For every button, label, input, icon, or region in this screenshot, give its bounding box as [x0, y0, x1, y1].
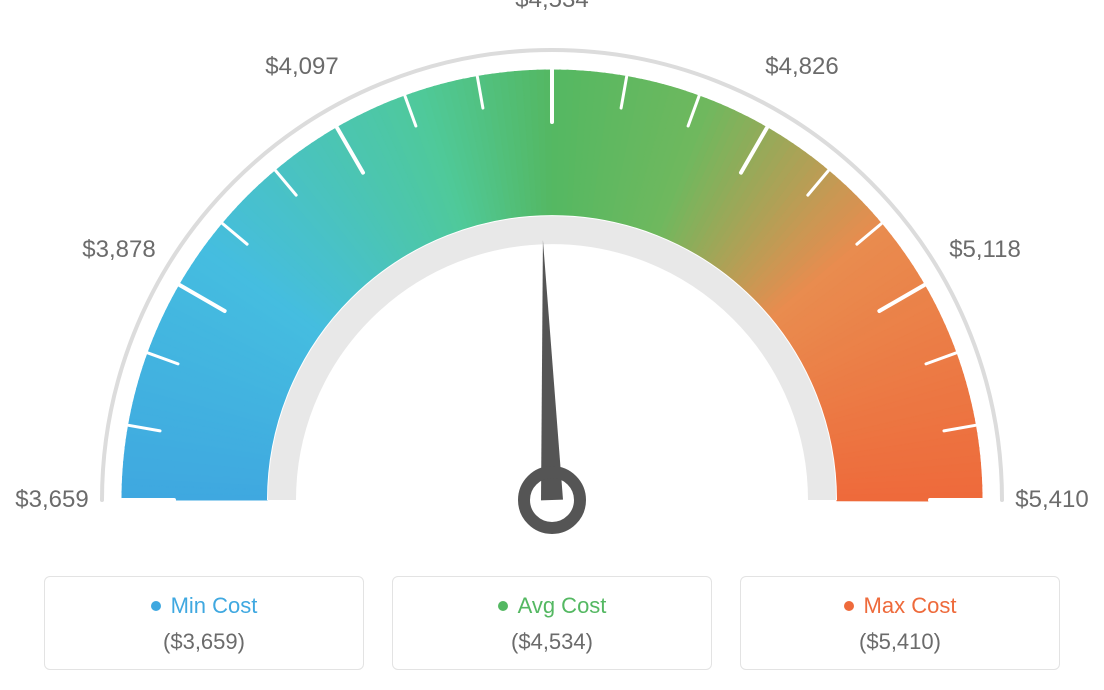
legend-row: Min Cost ($3,659) Avg Cost ($4,534) Max … [0, 576, 1104, 670]
gauge-tick-label: $5,410 [1015, 486, 1088, 514]
legend-title-max: Max Cost [844, 593, 957, 619]
legend-card-min: Min Cost ($3,659) [44, 576, 364, 670]
dot-icon [498, 601, 508, 611]
legend-card-max: Max Cost ($5,410) [740, 576, 1060, 670]
legend-value: ($4,534) [403, 629, 701, 655]
gauge-tick-label: $4,826 [765, 53, 838, 81]
legend-title-avg: Avg Cost [498, 593, 607, 619]
legend-value: ($3,659) [55, 629, 353, 655]
legend-label: Avg Cost [518, 593, 607, 619]
gauge-chart: $3,659 $3,878 $4,097 $4,534 $4,826 $5,118 $5,4… [0, 0, 1104, 560]
gauge-tick-label: $4,097 [265, 53, 338, 81]
legend-label: Min Cost [171, 593, 258, 619]
gauge-tick-label: $3,659 [15, 486, 88, 514]
gauge-tick-label: $3,878 [82, 236, 155, 264]
gauge-svg [0, 0, 1104, 560]
gauge-tick-label: $5,118 [949, 236, 1021, 264]
legend-value: ($5,410) [751, 629, 1049, 655]
dot-icon [844, 601, 854, 611]
dot-icon [151, 601, 161, 611]
legend-card-avg: Avg Cost ($4,534) [392, 576, 712, 670]
legend-title-min: Min Cost [151, 593, 258, 619]
gauge-tick-label: $4,534 [515, 0, 588, 14]
legend-label: Max Cost [864, 593, 957, 619]
